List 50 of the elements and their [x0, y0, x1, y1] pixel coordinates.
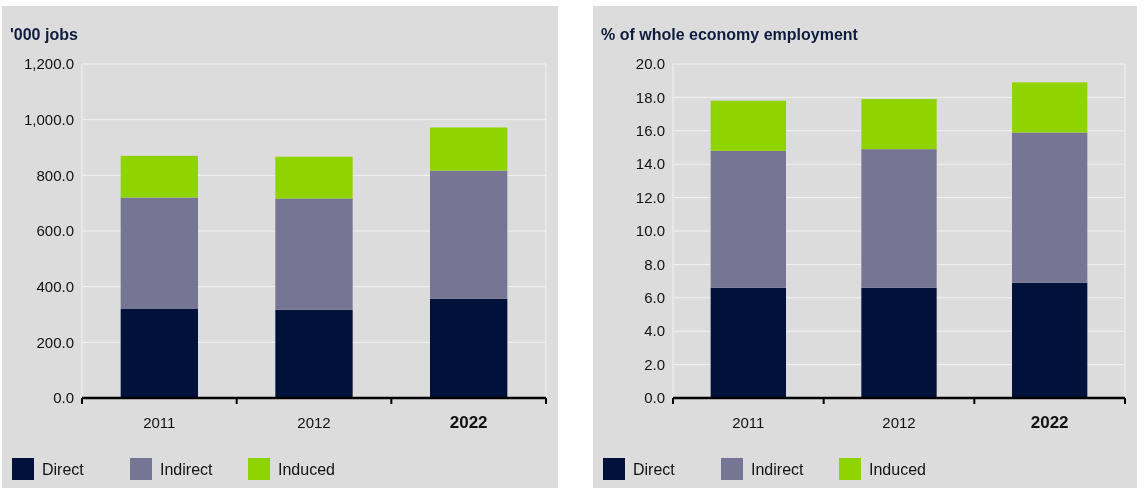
bar: [861, 99, 937, 150]
x-tick-label: 2022: [1030, 413, 1069, 432]
bar: [430, 127, 508, 171]
bar: [120, 155, 198, 198]
legend-label: Induced: [869, 460, 926, 478]
legend-label: Direct: [42, 460, 85, 478]
y-tick-label: 400.0: [36, 277, 74, 295]
legend-label: Induced: [278, 460, 335, 478]
x-tick-label: 2022: [449, 413, 488, 432]
y-tick-label: 200.0: [36, 333, 74, 351]
x-tick-label: 2011: [143, 414, 176, 431]
bar: [275, 198, 353, 310]
bar: [1012, 82, 1088, 133]
chart-title: '000 jobs: [10, 26, 78, 43]
x-tick-label: 2012: [297, 414, 331, 431]
y-tick-label: 8.0: [644, 255, 665, 273]
bar: [710, 287, 786, 398]
y-tick-label: 10.0: [635, 222, 665, 240]
x-tick-label: 2011: [732, 414, 765, 431]
y-tick-label: 0.0: [53, 389, 74, 407]
y-tick-label: 600.0: [36, 222, 74, 240]
legend-label: Indirect: [160, 460, 214, 478]
bar: [710, 150, 786, 288]
bar: [861, 287, 937, 398]
bar: [861, 149, 937, 288]
y-tick-label: 14.0: [635, 155, 665, 173]
bar: [430, 170, 508, 299]
y-tick-label: 12.0: [635, 188, 665, 206]
y-tick-label: 0.0: [644, 389, 665, 407]
bar: [710, 100, 786, 151]
y-tick-label: 4.0: [644, 322, 665, 340]
legend-label: Direct: [633, 460, 676, 478]
bar: [1012, 132, 1088, 283]
y-tick-label: 6.0: [644, 289, 665, 307]
y-tick-label: 16.0: [635, 122, 665, 140]
legend-label: Indirect: [751, 460, 805, 478]
bar: [1012, 282, 1088, 398]
y-tick-label: 1,000.0: [23, 110, 74, 128]
y-tick-label: 2.0: [644, 355, 665, 373]
y-tick-label: 800.0: [36, 166, 74, 184]
y-tick-label: 1,200.0: [23, 55, 74, 73]
chart-title: % of whole economy employment: [601, 26, 859, 43]
bar: [430, 298, 508, 398]
bar: [120, 197, 198, 309]
y-tick-label: 20.0: [635, 55, 665, 73]
bar: [275, 156, 353, 199]
y-tick-label: 18.0: [635, 88, 665, 106]
bar: [120, 308, 198, 398]
bar: [275, 309, 353, 398]
x-tick-label: 2012: [882, 414, 916, 431]
